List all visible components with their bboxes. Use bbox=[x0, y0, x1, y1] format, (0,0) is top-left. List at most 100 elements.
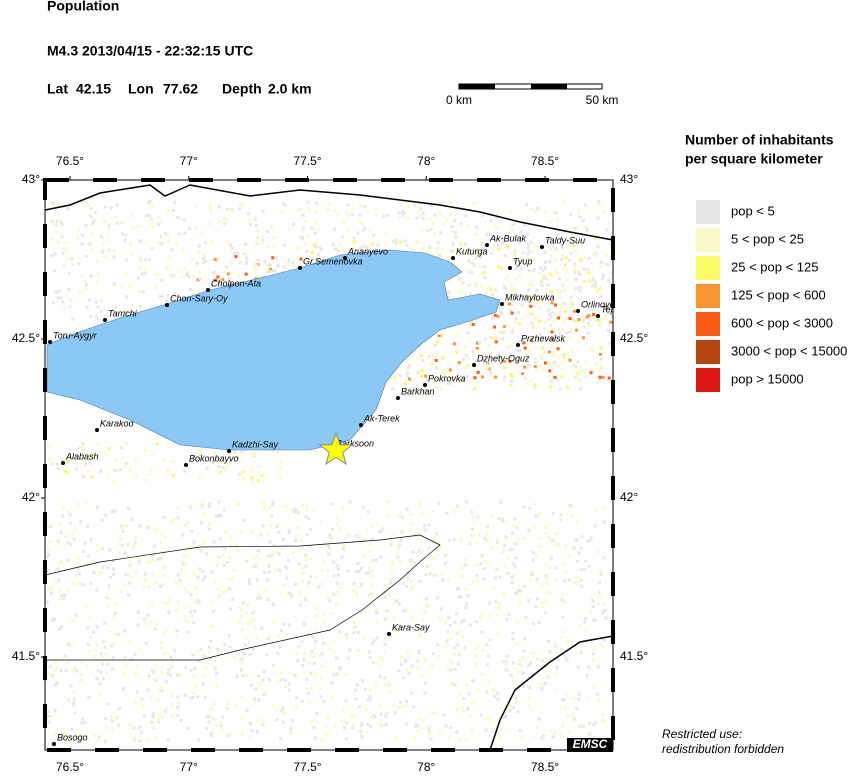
pop-cell bbox=[580, 584, 584, 588]
pop-cell bbox=[226, 702, 230, 706]
pop-cell bbox=[177, 671, 181, 675]
pop-cell bbox=[441, 578, 445, 582]
pop-cell bbox=[392, 703, 396, 707]
pop-cell bbox=[564, 310, 568, 314]
pop-cell bbox=[450, 683, 454, 687]
pop-cell bbox=[256, 258, 260, 262]
pop-cell bbox=[98, 692, 102, 696]
pop-cell bbox=[150, 720, 154, 724]
pop-cell bbox=[600, 277, 604, 281]
pop-cell bbox=[158, 220, 162, 224]
pop-cell bbox=[95, 677, 99, 681]
pop-cell bbox=[59, 668, 63, 672]
pop-cell bbox=[474, 282, 478, 286]
pop-cell bbox=[544, 531, 548, 535]
pop-cell bbox=[352, 715, 356, 719]
pop-cell bbox=[356, 561, 360, 565]
pop-cell bbox=[475, 346, 479, 350]
pop-cell bbox=[115, 309, 119, 313]
pop-cell bbox=[619, 240, 622, 243]
pop-cell bbox=[238, 606, 242, 610]
pop-cell bbox=[184, 666, 188, 670]
pop-cell bbox=[335, 522, 339, 526]
pop-cell bbox=[328, 533, 332, 537]
pop-cell bbox=[485, 690, 489, 694]
pop-cell bbox=[159, 300, 163, 304]
pop-cell bbox=[547, 536, 551, 540]
town-dot bbox=[500, 302, 504, 306]
pop-cell bbox=[418, 634, 422, 638]
pop-cell bbox=[406, 205, 410, 209]
pop-cell bbox=[399, 700, 403, 704]
pop-cell bbox=[130, 658, 134, 662]
pop-cell bbox=[457, 289, 461, 293]
pop-cell bbox=[106, 702, 110, 706]
pop-cell bbox=[79, 582, 83, 586]
pop-cell bbox=[412, 204, 416, 208]
pop-cell bbox=[270, 225, 274, 229]
pop-cell bbox=[160, 670, 164, 674]
pop-cell bbox=[69, 736, 73, 740]
pop-cell bbox=[473, 379, 477, 383]
pop-cell bbox=[107, 596, 111, 600]
pop-cell bbox=[113, 632, 117, 636]
pop-cell bbox=[572, 581, 576, 585]
pop-cell bbox=[95, 544, 99, 548]
pop-cell bbox=[108, 629, 112, 633]
pop-cell bbox=[511, 252, 515, 256]
pop-cell bbox=[507, 302, 511, 306]
pop-cell bbox=[344, 699, 348, 703]
pop-cell bbox=[56, 567, 60, 571]
pop-cell bbox=[211, 461, 215, 465]
pop-cell bbox=[471, 353, 475, 357]
emsc-badge bbox=[567, 738, 613, 752]
pop-cell bbox=[616, 288, 619, 291]
pop-cell bbox=[453, 218, 457, 222]
pop-cell bbox=[448, 659, 452, 663]
pop-cell bbox=[81, 442, 85, 446]
pop-cell bbox=[228, 732, 232, 736]
pop-cell bbox=[345, 737, 349, 741]
pop-cell bbox=[542, 277, 546, 281]
pop-cell bbox=[246, 721, 250, 725]
pop-cell bbox=[506, 247, 510, 251]
pop-cell bbox=[502, 659, 506, 663]
pop-cell bbox=[339, 585, 343, 589]
pop-cell bbox=[94, 300, 98, 304]
pop-cell bbox=[503, 564, 507, 568]
pop-cell bbox=[335, 672, 339, 676]
pop-cell bbox=[109, 644, 113, 648]
pop-cell bbox=[540, 301, 544, 305]
pop-cell bbox=[100, 547, 104, 551]
pop-cell bbox=[608, 341, 612, 345]
pop-cell bbox=[532, 242, 536, 246]
pop-cell bbox=[348, 500, 352, 504]
pop-cell bbox=[123, 309, 127, 313]
pop-cell bbox=[423, 610, 427, 614]
pop-cell bbox=[502, 592, 506, 596]
pop-cell bbox=[47, 457, 51, 461]
pop-cell bbox=[302, 622, 306, 626]
pop-cell bbox=[459, 539, 463, 543]
pop-cell bbox=[514, 592, 518, 596]
pop-cell bbox=[411, 615, 415, 619]
pop-cell bbox=[500, 266, 504, 270]
pop-cell bbox=[84, 283, 88, 287]
pop-cell bbox=[314, 210, 318, 214]
pop-cell bbox=[217, 278, 221, 282]
pop-cell bbox=[406, 576, 410, 580]
pop-cell bbox=[417, 549, 421, 553]
pop-cell bbox=[288, 670, 292, 674]
pop-cell bbox=[235, 675, 239, 679]
pop-cell bbox=[266, 264, 270, 268]
town-label: Ananyevo bbox=[347, 246, 388, 256]
pop-cell bbox=[358, 220, 362, 224]
pop-cell bbox=[336, 590, 340, 594]
pop-cell bbox=[563, 321, 567, 325]
pop-cell bbox=[261, 524, 265, 528]
pop-cell bbox=[508, 353, 512, 357]
pop-cell bbox=[112, 282, 116, 286]
pop-cell bbox=[180, 568, 184, 572]
town-dot bbox=[516, 343, 520, 347]
pop-cell bbox=[400, 655, 404, 659]
